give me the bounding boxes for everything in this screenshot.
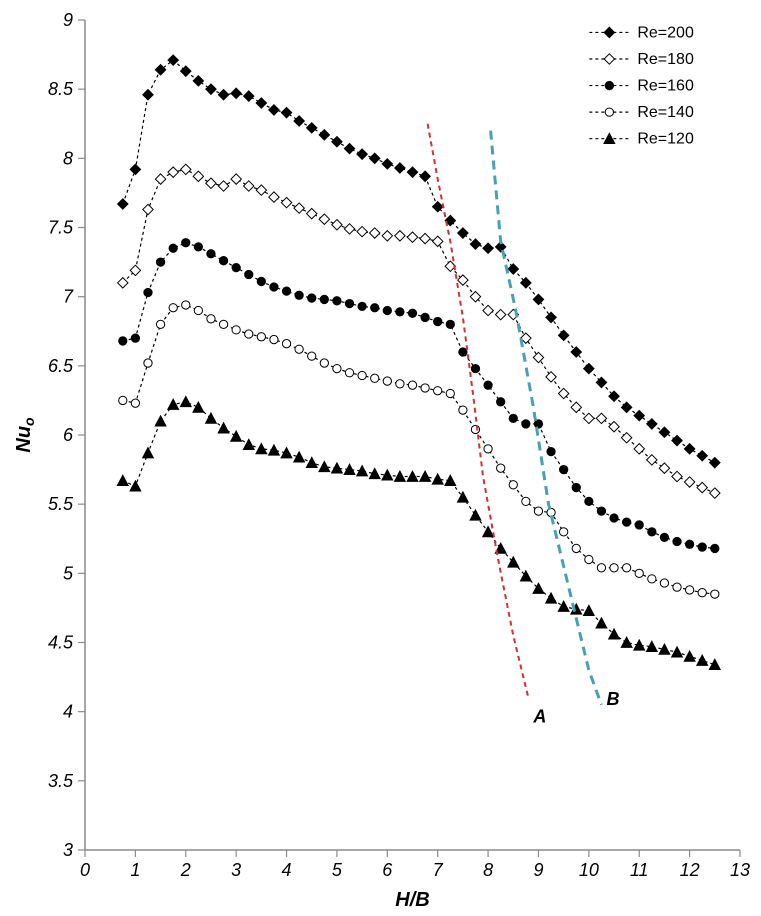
svg-text:3: 3 bbox=[63, 840, 73, 860]
svg-text:7: 7 bbox=[63, 287, 74, 307]
svg-text:Re=180: Re=180 bbox=[637, 51, 694, 68]
svg-text:6: 6 bbox=[63, 425, 74, 445]
guide-label-B: B bbox=[606, 689, 619, 709]
x-axis-label: H/B bbox=[395, 889, 429, 911]
svg-text:8: 8 bbox=[63, 148, 73, 168]
svg-text:5.5: 5.5 bbox=[48, 494, 74, 514]
svg-text:7.5: 7.5 bbox=[48, 218, 74, 238]
svg-text:4: 4 bbox=[63, 702, 73, 722]
svg-text:4.5: 4.5 bbox=[48, 633, 74, 653]
svg-text:9: 9 bbox=[533, 860, 543, 880]
svg-text:7: 7 bbox=[433, 860, 444, 880]
svg-text:Re=200: Re=200 bbox=[637, 24, 694, 41]
svg-text:Re=120: Re=120 bbox=[637, 131, 694, 148]
svg-text:10: 10 bbox=[579, 860, 599, 880]
svg-text:4: 4 bbox=[282, 860, 292, 880]
svg-text:6.5: 6.5 bbox=[48, 356, 74, 376]
svg-text:13: 13 bbox=[730, 860, 750, 880]
svg-text:11: 11 bbox=[630, 860, 649, 880]
svg-text:8: 8 bbox=[483, 860, 493, 880]
guide-label-A: A bbox=[532, 707, 546, 727]
svg-text:Re=140: Re=140 bbox=[637, 104, 694, 121]
svg-text:Re=160: Re=160 bbox=[637, 78, 694, 95]
chart: 01234567891011121333.544.555.566.577.588… bbox=[0, 0, 761, 916]
svg-text:2: 2 bbox=[180, 860, 191, 880]
svg-text:5: 5 bbox=[63, 563, 74, 583]
svg-text:5: 5 bbox=[332, 860, 343, 880]
svg-text:6: 6 bbox=[382, 860, 393, 880]
svg-text:12: 12 bbox=[680, 860, 700, 880]
svg-text:1: 1 bbox=[130, 860, 140, 880]
svg-text:3.5: 3.5 bbox=[48, 771, 74, 791]
svg-text:9: 9 bbox=[63, 10, 73, 30]
svg-text:8.5: 8.5 bbox=[48, 79, 74, 99]
svg-text:0: 0 bbox=[80, 860, 90, 880]
svg-text:3: 3 bbox=[231, 860, 241, 880]
